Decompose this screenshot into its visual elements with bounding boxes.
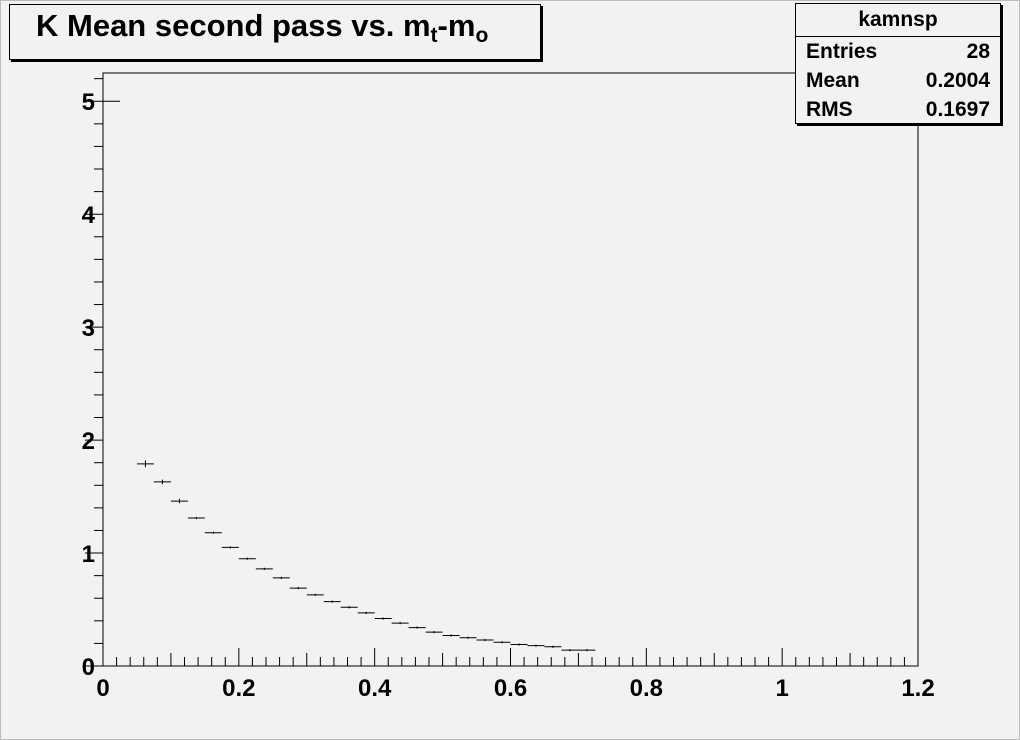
y-tick-label: 4 — [82, 202, 96, 229]
title-dash: -m — [437, 8, 476, 43]
data-point — [561, 649, 579, 652]
x-tick-label: 1.2 — [901, 675, 934, 702]
data-point — [459, 636, 477, 639]
stats-value: 0.2004 — [925, 69, 990, 92]
stats-row-rms: RMS 0.1697 — [806, 96, 990, 124]
data-point — [255, 567, 273, 570]
data-point — [153, 479, 171, 485]
data-point — [510, 643, 528, 646]
stats-name: kamnsp — [796, 4, 1000, 37]
data-point — [374, 617, 392, 620]
data-point — [306, 593, 324, 596]
x-tick-label: 0.4 — [358, 675, 392, 702]
title-box: K Mean second pass vs. mt-mo — [9, 4, 541, 60]
plot-frame — [102, 72, 919, 667]
y-tick-label: 5 — [82, 89, 95, 116]
title-subscript-o: o — [475, 24, 489, 47]
data-point — [357, 611, 375, 615]
data-point — [527, 644, 545, 647]
x-tick-label: 0 — [96, 675, 109, 702]
data-point — [544, 645, 562, 648]
title-main: K Mean second pass vs. m — [36, 8, 431, 43]
chart-title: K Mean second pass vs. mt-mo — [36, 8, 489, 47]
data-point — [323, 600, 341, 603]
x-tick-label: 0.2 — [222, 675, 255, 702]
y-tick-label: 0 — [82, 654, 95, 681]
data-point — [340, 606, 358, 609]
data-point — [289, 586, 307, 590]
x-tick-label: 1 — [775, 675, 788, 702]
stats-label: Entries — [806, 40, 878, 63]
data-point — [238, 557, 256, 560]
data-point — [204, 531, 222, 534]
data-point — [187, 516, 205, 520]
stats-row-entries: Entries 28 — [806, 38, 990, 66]
data-point — [272, 576, 290, 580]
data-point — [391, 621, 409, 625]
data-point — [578, 649, 596, 652]
y-tick-label: 1 — [82, 541, 95, 568]
title-subscript-t: t — [430, 24, 438, 47]
x-tick-label: 0.8 — [630, 675, 663, 702]
data-point — [136, 460, 154, 468]
stats-box: kamnsp Entries 28 Mean 0.2004 RMS 0.1697 — [795, 3, 1001, 124]
data-point — [170, 498, 188, 504]
data-point — [476, 638, 494, 642]
data-point — [425, 630, 443, 634]
data-point — [493, 641, 511, 644]
stats-label: Mean — [806, 69, 860, 92]
stats-label: RMS — [806, 98, 853, 121]
data-point — [408, 626, 426, 629]
y-tick-label: 3 — [82, 315, 95, 342]
stats-row-mean: Mean 0.2004 — [806, 67, 990, 95]
y-tick-label: 2 — [82, 428, 95, 455]
data-point — [442, 634, 460, 637]
stats-value: 0.1697 — [925, 98, 990, 121]
x-tick-label: 0.6 — [494, 675, 527, 702]
stats-value: 28 — [966, 40, 990, 63]
data-point — [221, 546, 239, 549]
